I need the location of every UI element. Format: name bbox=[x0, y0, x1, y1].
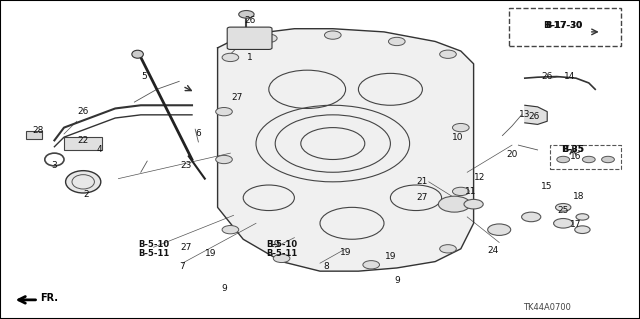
Circle shape bbox=[582, 156, 595, 163]
Polygon shape bbox=[218, 29, 474, 271]
Text: 9: 9 bbox=[394, 276, 399, 285]
Text: B-17-30: B-17-30 bbox=[545, 21, 582, 30]
Bar bbox=[64, 137, 102, 150]
Text: 17: 17 bbox=[570, 220, 582, 229]
Circle shape bbox=[363, 261, 380, 269]
Text: 10: 10 bbox=[452, 133, 463, 142]
Text: 19: 19 bbox=[385, 252, 396, 261]
Text: 26: 26 bbox=[541, 72, 553, 81]
Text: B-5-11: B-5-11 bbox=[138, 249, 169, 258]
Text: 26: 26 bbox=[529, 112, 540, 121]
Circle shape bbox=[222, 53, 239, 62]
Text: 19: 19 bbox=[269, 240, 281, 249]
Circle shape bbox=[557, 156, 570, 163]
Text: 6: 6 bbox=[196, 130, 201, 138]
Text: B-35: B-35 bbox=[562, 145, 584, 154]
Text: 9: 9 bbox=[221, 284, 227, 293]
Text: 20: 20 bbox=[506, 150, 518, 159]
Text: TK44A0700: TK44A0700 bbox=[524, 303, 571, 312]
Text: 5: 5 bbox=[141, 72, 147, 81]
Circle shape bbox=[216, 108, 232, 116]
Text: 18: 18 bbox=[573, 192, 585, 201]
Text: B-35: B-35 bbox=[561, 145, 584, 154]
Ellipse shape bbox=[65, 171, 101, 193]
Circle shape bbox=[452, 123, 469, 132]
Text: B-5-10: B-5-10 bbox=[266, 240, 297, 249]
Text: 27: 27 bbox=[417, 193, 428, 202]
Bar bbox=[550, 145, 621, 169]
Circle shape bbox=[273, 254, 290, 263]
Text: 28: 28 bbox=[33, 126, 44, 135]
Text: 1: 1 bbox=[247, 53, 252, 62]
Text: 19: 19 bbox=[340, 248, 351, 256]
Text: 13: 13 bbox=[519, 110, 531, 119]
Circle shape bbox=[324, 31, 341, 39]
Text: 16: 16 bbox=[570, 152, 582, 161]
Circle shape bbox=[440, 50, 456, 58]
Text: FR.: FR. bbox=[40, 293, 58, 303]
Text: 19: 19 bbox=[205, 249, 217, 258]
Circle shape bbox=[556, 204, 571, 211]
Circle shape bbox=[440, 245, 456, 253]
Circle shape bbox=[222, 226, 239, 234]
Circle shape bbox=[464, 199, 483, 209]
Circle shape bbox=[452, 187, 469, 196]
Text: 11: 11 bbox=[465, 187, 476, 196]
Circle shape bbox=[216, 155, 232, 164]
Text: 22: 22 bbox=[77, 136, 89, 145]
Text: 3: 3 bbox=[52, 161, 57, 170]
Circle shape bbox=[575, 226, 590, 234]
Text: 15: 15 bbox=[541, 182, 553, 191]
Text: 4: 4 bbox=[97, 145, 102, 154]
Text: B-17-30: B-17-30 bbox=[543, 21, 583, 30]
FancyBboxPatch shape bbox=[227, 27, 272, 49]
Text: B-5-10: B-5-10 bbox=[138, 240, 169, 249]
Bar bbox=[26, 131, 42, 139]
Bar bbox=[509, 8, 621, 46]
Text: 14: 14 bbox=[564, 72, 575, 81]
Text: 26: 26 bbox=[244, 16, 255, 25]
Text: B-5-11: B-5-11 bbox=[266, 249, 297, 258]
Text: 25: 25 bbox=[557, 206, 569, 215]
Text: 27: 27 bbox=[180, 243, 191, 252]
Text: 26: 26 bbox=[77, 107, 89, 116]
Ellipse shape bbox=[132, 50, 143, 58]
Text: 21: 21 bbox=[417, 177, 428, 186]
Text: 12: 12 bbox=[474, 173, 486, 182]
Circle shape bbox=[554, 219, 573, 228]
Text: 27: 27 bbox=[231, 93, 243, 102]
Polygon shape bbox=[525, 105, 547, 124]
Text: 23: 23 bbox=[180, 161, 191, 170]
Circle shape bbox=[522, 212, 541, 222]
Text: 7: 7 bbox=[180, 262, 185, 271]
Text: 24: 24 bbox=[487, 246, 499, 255]
Circle shape bbox=[576, 214, 589, 220]
Circle shape bbox=[488, 224, 511, 235]
Text: 8: 8 bbox=[324, 262, 329, 271]
Circle shape bbox=[260, 34, 277, 42]
Circle shape bbox=[388, 37, 405, 46]
Circle shape bbox=[602, 156, 614, 163]
Circle shape bbox=[438, 196, 470, 212]
Circle shape bbox=[239, 11, 254, 18]
Text: 2: 2 bbox=[84, 190, 89, 199]
